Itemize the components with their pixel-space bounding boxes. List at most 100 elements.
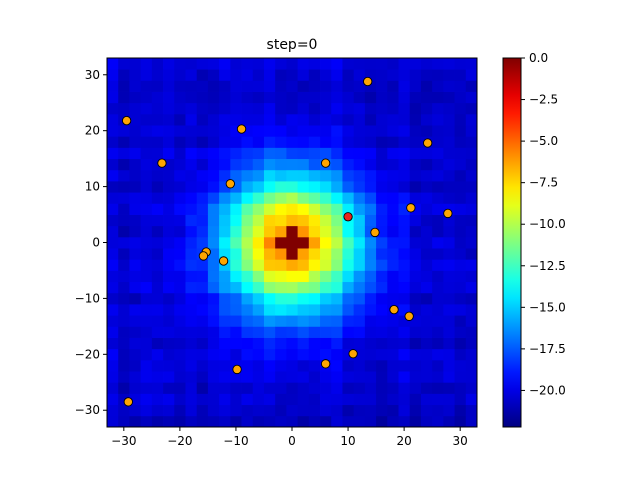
heatmap-cell bbox=[219, 203, 231, 215]
heatmap-cell bbox=[230, 225, 242, 238]
heatmap-cell bbox=[432, 326, 444, 338]
heatmap-cell bbox=[118, 91, 130, 104]
heatmap-cell bbox=[196, 147, 209, 160]
heatmap-cell bbox=[140, 125, 153, 137]
data-point bbox=[225, 179, 235, 189]
heatmap-cell bbox=[353, 181, 366, 193]
heatmap-cell bbox=[409, 91, 422, 104]
heatmap-cell bbox=[443, 304, 455, 316]
heatmap-cell bbox=[286, 69, 299, 81]
heatmap-cell bbox=[196, 393, 209, 406]
heatmap-cell bbox=[185, 214, 198, 227]
heatmap-cell bbox=[432, 248, 444, 260]
heatmap-cell bbox=[140, 415, 153, 427]
heatmap-cell bbox=[297, 136, 310, 148]
heatmap-cell bbox=[275, 292, 287, 305]
heatmap-cell bbox=[420, 69, 433, 81]
heatmap-cell bbox=[342, 102, 355, 115]
heatmap-cell bbox=[320, 91, 332, 104]
heatmap-cell bbox=[432, 259, 444, 271]
heatmap-cell bbox=[230, 415, 242, 427]
heatmap-cell bbox=[163, 337, 175, 350]
heatmap-cell bbox=[286, 315, 299, 327]
heatmap-cell bbox=[252, 91, 265, 104]
heatmap-cell bbox=[140, 169, 153, 182]
heatmap-cell bbox=[230, 393, 242, 406]
heatmap-cell bbox=[432, 315, 444, 327]
heatmap-cell bbox=[443, 214, 455, 227]
heatmap-cell bbox=[465, 169, 477, 182]
heatmap-cell bbox=[454, 393, 467, 406]
heatmap-cell bbox=[398, 136, 411, 148]
heatmap-cell bbox=[465, 304, 477, 316]
heatmap-cell bbox=[286, 125, 299, 137]
heatmap-cell bbox=[286, 348, 299, 361]
heatmap-cell bbox=[252, 203, 265, 215]
heatmap-cell bbox=[342, 113, 355, 126]
heatmap-cell bbox=[107, 348, 119, 361]
heatmap-cell bbox=[308, 248, 321, 260]
x-tick-label: 30 bbox=[453, 434, 468, 448]
heatmap-cell bbox=[331, 80, 343, 92]
heatmap-cell bbox=[420, 382, 433, 394]
heatmap-cell bbox=[364, 292, 377, 305]
heatmap-cell bbox=[219, 181, 231, 193]
heatmap-cell bbox=[275, 337, 287, 350]
heatmap-cell bbox=[263, 326, 276, 338]
heatmap-cell bbox=[219, 80, 231, 92]
heatmap-cell bbox=[185, 281, 198, 294]
heatmap-cell bbox=[151, 58, 164, 70]
heatmap-cell bbox=[376, 393, 388, 406]
heatmap-cell bbox=[387, 147, 399, 160]
heatmap-cell bbox=[140, 80, 153, 92]
heatmap-cell bbox=[241, 292, 254, 305]
heatmap-cell bbox=[263, 348, 276, 361]
heatmap-cell bbox=[353, 158, 366, 171]
heatmap-cell bbox=[129, 214, 142, 227]
heatmap-cell bbox=[409, 136, 422, 148]
heatmap-cell bbox=[409, 80, 422, 92]
heatmap-cell bbox=[185, 248, 198, 260]
heatmap-cell bbox=[409, 393, 422, 406]
heatmap-cell bbox=[118, 371, 130, 383]
heatmap-cell bbox=[174, 147, 186, 160]
heatmap-cell bbox=[297, 181, 310, 193]
heatmap-cell bbox=[196, 415, 209, 427]
heatmap-cell bbox=[331, 236, 343, 249]
heatmap-cell bbox=[443, 58, 455, 70]
heatmap-cell bbox=[454, 113, 467, 126]
heatmap-cell bbox=[252, 225, 265, 238]
heatmap-cell bbox=[398, 91, 411, 104]
heatmap-cell bbox=[297, 259, 310, 271]
heatmap-cell bbox=[140, 158, 153, 171]
heatmap-cell bbox=[387, 382, 399, 394]
heatmap-cell bbox=[140, 281, 153, 294]
heatmap-cell bbox=[443, 281, 455, 294]
heatmap-cell bbox=[420, 102, 433, 115]
heatmap-cell bbox=[286, 214, 299, 227]
heatmap-cell bbox=[432, 225, 444, 238]
heatmap-cell bbox=[308, 292, 321, 305]
heatmap-cell bbox=[465, 158, 477, 171]
heatmap-cell bbox=[308, 136, 321, 148]
heatmap-cell bbox=[163, 281, 175, 294]
heatmap-cell bbox=[353, 371, 366, 383]
heatmap-cell bbox=[286, 158, 299, 171]
heatmap-cell bbox=[454, 248, 467, 260]
heatmap-cell bbox=[140, 292, 153, 305]
heatmap-cell bbox=[443, 348, 455, 361]
heatmap-cell bbox=[163, 102, 175, 115]
heatmap-cell bbox=[107, 80, 119, 92]
heatmap-cell bbox=[409, 382, 422, 394]
heatmap-cell bbox=[320, 270, 332, 283]
y-tick-label: −10 bbox=[75, 291, 100, 305]
heatmap-cell bbox=[454, 281, 467, 294]
heatmap-cell bbox=[331, 225, 343, 238]
heatmap-cell bbox=[420, 192, 433, 204]
heatmap-cell bbox=[163, 415, 175, 427]
heatmap-cell bbox=[241, 382, 254, 394]
heatmap-cell bbox=[297, 315, 310, 327]
heatmap-cell bbox=[420, 415, 433, 427]
heatmap-cell bbox=[140, 136, 153, 148]
heatmap-cell bbox=[230, 315, 242, 327]
